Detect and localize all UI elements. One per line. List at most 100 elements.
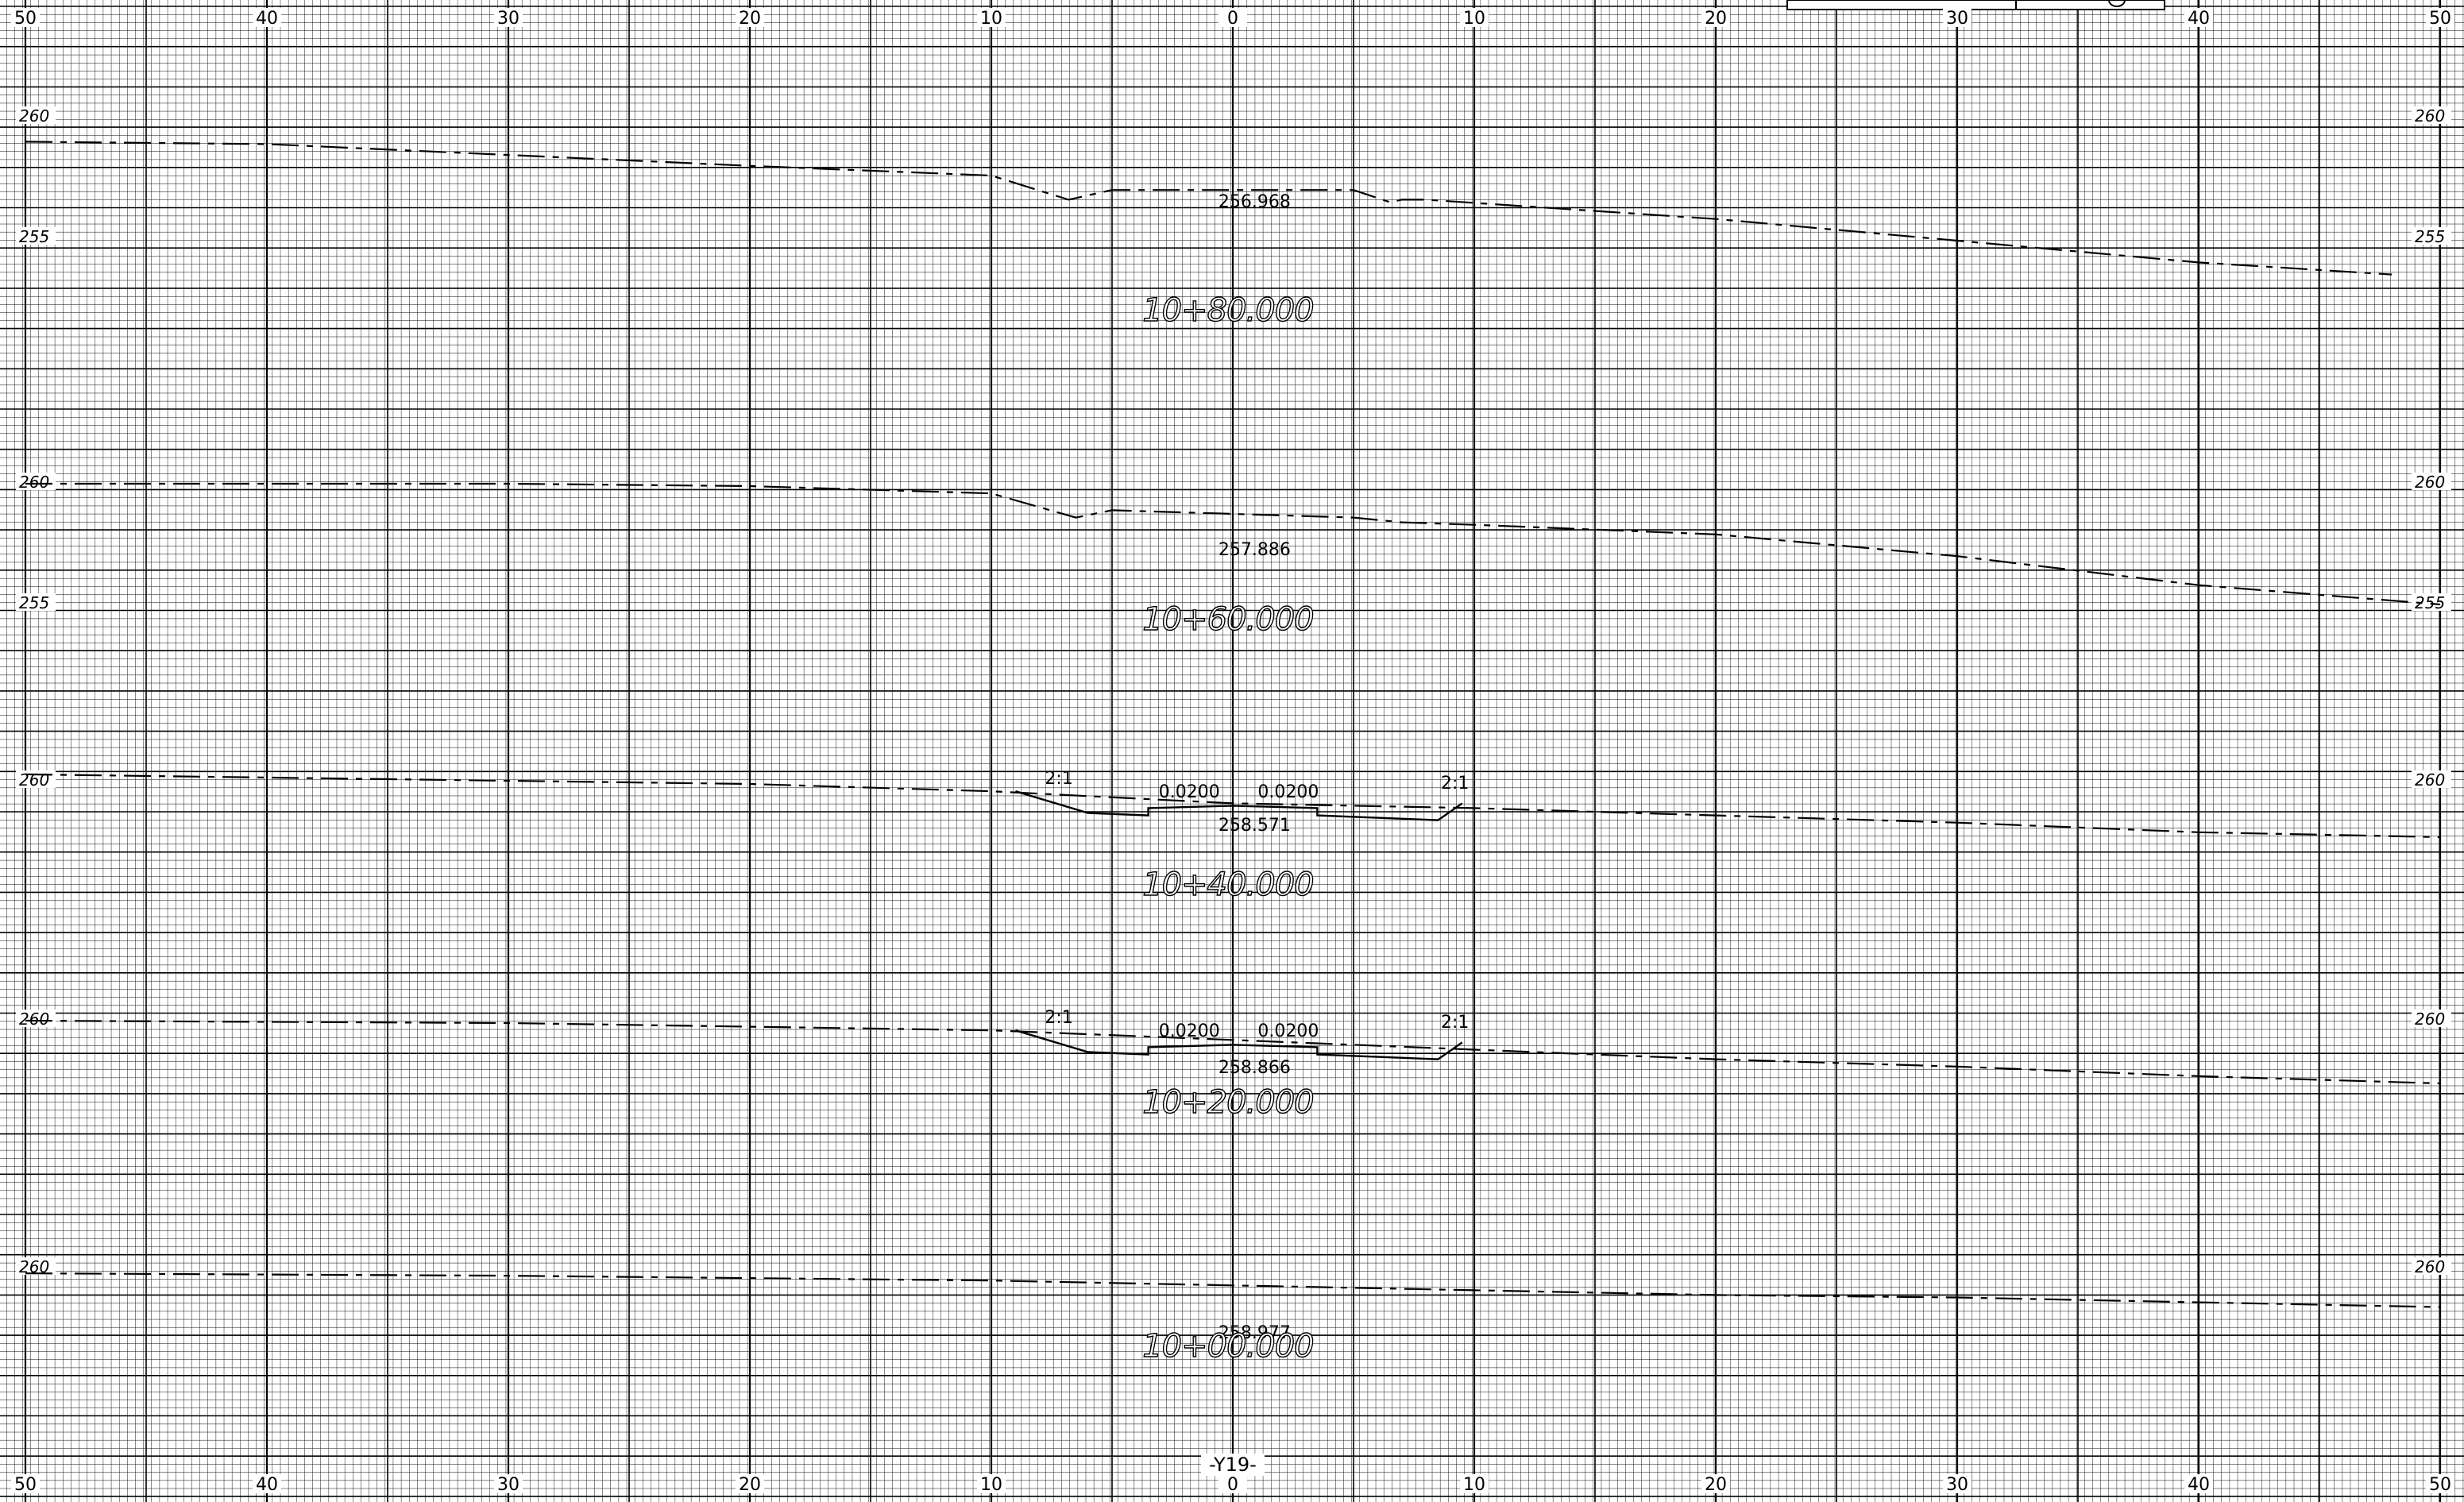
cross-slope-left-label: 0.0200 (1159, 1021, 1220, 1041)
cross-slope-right-label: 0.0200 (1257, 1021, 1319, 1041)
existing-ground-line (25, 141, 2393, 276)
elevation-label-backing (2412, 770, 2451, 788)
side-slope-left-label: 2:1 (1045, 769, 1072, 789)
elevation-label: 255 (2415, 227, 2445, 246)
title-block-fragment (1786, 0, 2165, 10)
offset-tick-label: 50 (2429, 9, 2451, 29)
elevation-label-backing (16, 1257, 56, 1275)
elevation-label: 260 (2415, 473, 2445, 492)
alignment-label-backing (1201, 1454, 1265, 1476)
offset-tick-label: 20 (739, 1475, 761, 1495)
tick-label-backing (494, 8, 523, 27)
elevation-label-backing (16, 106, 56, 124)
side-slope-right-label: 2:1 (1441, 774, 1469, 793)
station-label: 10+40.000 (1142, 867, 1313, 903)
proposed-template-line (1015, 790, 1463, 821)
cross-section-10+40.000: 260 260 2:1 2:1 0.0200 0.0200 258.571 10+40.000 (16, 769, 2451, 904)
existing-ground-line (25, 1272, 2441, 1308)
station-label: 10+00.000 (1142, 1328, 1313, 1365)
side-slope-right-label: 2:1 (1441, 1013, 1469, 1033)
station-label: 10+80.000 (1142, 292, 1313, 329)
bottom-offset-scale: 50 40 30 20 10 0 10 20 30 40 50 (11, 1474, 2454, 1495)
offset-tick-label: 30 (1946, 1475, 1968, 1495)
tick-label-backing (253, 1474, 281, 1493)
offset-tick-label: 40 (2188, 1475, 2210, 1495)
centerline-elevation: 258.866 (1218, 1058, 1291, 1078)
cross-slope-left-label: 0.0200 (1159, 782, 1220, 802)
elevation-label-backing (2412, 1257, 2451, 1275)
offset-tick-label: 40 (256, 9, 278, 29)
station-label: 10+20.000 (1142, 1084, 1313, 1121)
offset-tick-label: 50 (2429, 1475, 2451, 1495)
elevation-label: 260 (2415, 1257, 2445, 1276)
elevation-label-backing (2412, 473, 2451, 490)
offset-tick-label: 0 (1227, 9, 1238, 29)
station-label: 10+60.000 (1142, 601, 1313, 638)
offset-tick-label: 30 (497, 1475, 519, 1495)
existing-ground-line (25, 1019, 2441, 1085)
elevation-label: 260 (2415, 1010, 2445, 1029)
elevation-label: 260 (2415, 770, 2445, 790)
offset-tick-label: 30 (1946, 9, 1968, 29)
offset-tick-label: 20 (1705, 1475, 1727, 1495)
tick-label-backing (1218, 1474, 1247, 1493)
offset-tick-label: 0 (1227, 1475, 1238, 1495)
offset-tick-label: 10 (980, 1475, 1002, 1495)
existing-ground-line (25, 482, 2441, 606)
tick-label-backing (253, 8, 281, 27)
cross-section-10+80.000: 260 260 255 255 256.968 10+80.000 (16, 106, 2451, 330)
elevation-label: 260 (19, 1010, 49, 1029)
tick-label-backing (1460, 1474, 1489, 1493)
tick-label-backing (1701, 1474, 1730, 1493)
elevation-label: 260 (19, 770, 49, 790)
offset-tick-label: 40 (256, 1475, 278, 1495)
elevation-label-backing (2412, 1010, 2451, 1027)
centerline-elevation: 256.968 (1218, 192, 1291, 212)
offset-tick-label: 20 (1705, 9, 1727, 29)
elevation-label-backing (2412, 227, 2451, 245)
elevation-label: 260 (19, 106, 49, 125)
elevation-label: 255 (19, 593, 49, 612)
elevation-label-backing (16, 593, 56, 611)
tick-label-backing (11, 8, 40, 27)
centerline-elevation: 258.571 (1218, 816, 1291, 836)
elevation-label-backing (16, 227, 56, 245)
tick-label-backing (1943, 8, 1972, 27)
cross-section-10+20.000: 260 260 2:1 2:1 0.0200 0.0200 258.866 10+20.000 (16, 1008, 2451, 1122)
elevation-label-backing (2412, 106, 2451, 124)
tick-label-backing (1218, 8, 1247, 27)
centerline-elevation: 258.977 (1218, 1323, 1291, 1343)
elevation-label-backing (16, 1010, 56, 1027)
tick-label-backing (977, 1474, 1006, 1493)
elevation-label: 255 (19, 227, 49, 246)
top-offset-scale: 50 40 30 20 10 0 10 20 30 40 50 (11, 8, 2454, 29)
tick-label-backing (494, 1474, 523, 1493)
offset-tick-label: 10 (1463, 1475, 1485, 1495)
tick-label-backing (2426, 8, 2454, 27)
tick-label-backing (736, 1474, 764, 1493)
side-slope-left-label: 2:1 (1045, 1008, 1072, 1028)
offset-tick-label: 10 (1463, 9, 1485, 29)
elevation-label: 260 (2415, 106, 2445, 125)
offset-tick-label: 50 (14, 9, 37, 29)
tick-label-backing (977, 8, 1006, 27)
elevation-label-backing (16, 473, 56, 490)
existing-ground-line (25, 773, 2441, 838)
tick-label-backing (2184, 8, 2213, 27)
offset-tick-label: 50 (14, 1475, 37, 1495)
cross-slope-right-label: 0.0200 (1257, 782, 1319, 802)
offset-tick-label: 20 (739, 9, 761, 29)
alignment-label: -Y19- (1209, 1454, 1257, 1476)
offset-tick-label: 40 (2188, 9, 2210, 29)
proposed-template-line (1015, 1029, 1463, 1060)
tick-label-backing (11, 1474, 40, 1493)
offset-tick-label: 30 (497, 9, 519, 29)
tick-label-backing (736, 8, 764, 27)
offset-tick-label: 10 (980, 9, 1002, 29)
tick-label-backing (1460, 8, 1489, 27)
